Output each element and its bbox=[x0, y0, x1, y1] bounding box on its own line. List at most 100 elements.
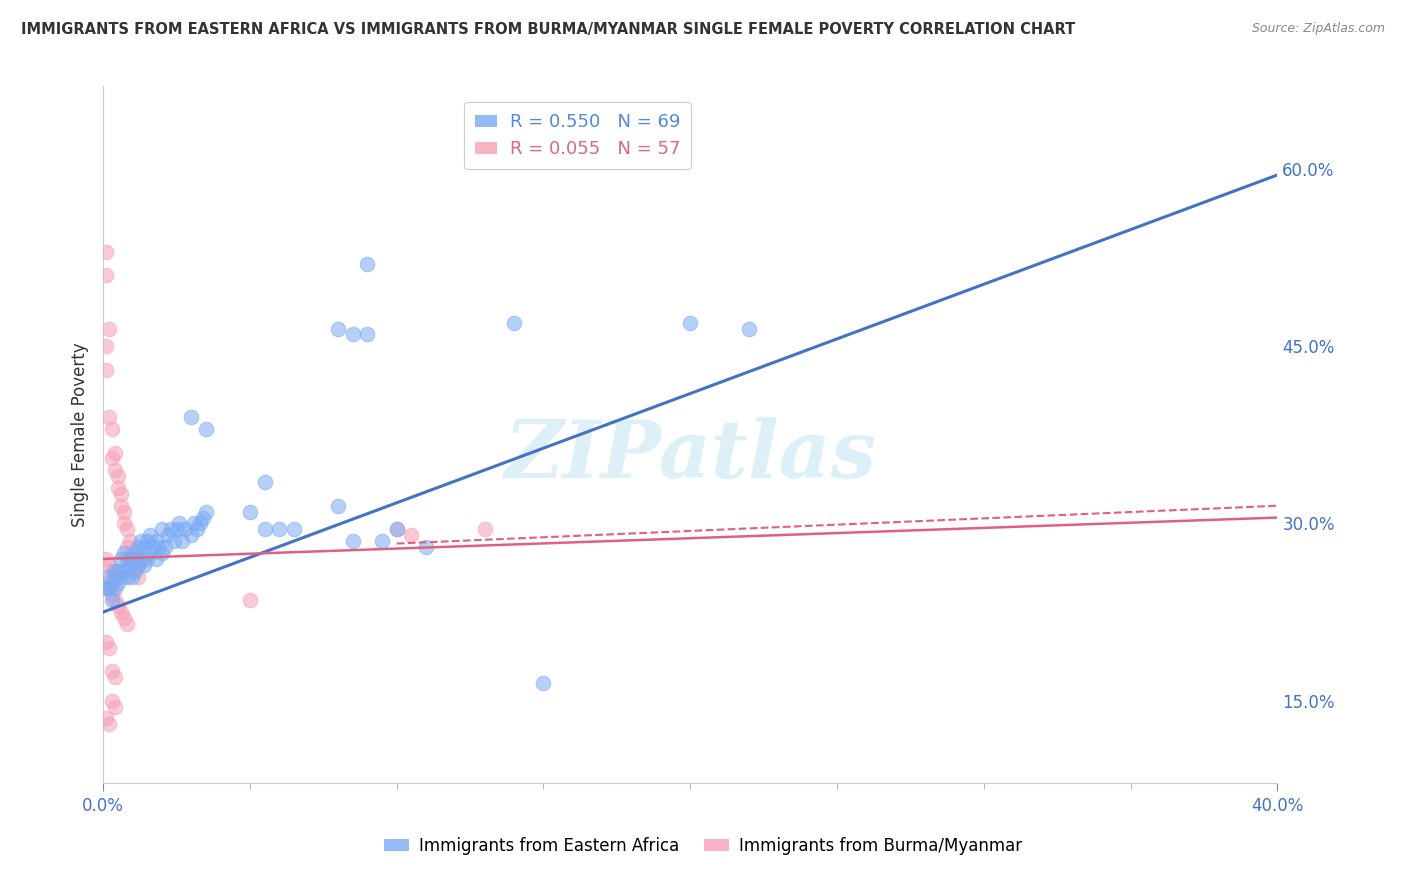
Point bbox=[474, 522, 496, 536]
Point bbox=[188, 516, 211, 531]
Point bbox=[139, 546, 162, 560]
Point bbox=[112, 516, 135, 531]
Point bbox=[94, 575, 117, 590]
Point bbox=[174, 522, 197, 536]
Point bbox=[186, 522, 208, 536]
Point bbox=[115, 522, 138, 536]
Point bbox=[115, 569, 138, 583]
Text: Source: ZipAtlas.com: Source: ZipAtlas.com bbox=[1251, 22, 1385, 36]
Point bbox=[134, 540, 156, 554]
Point bbox=[104, 593, 127, 607]
Point bbox=[94, 268, 117, 283]
Point bbox=[101, 451, 124, 466]
Point bbox=[98, 582, 121, 596]
Point bbox=[129, 552, 152, 566]
Point bbox=[110, 569, 132, 583]
Point bbox=[121, 569, 143, 583]
Point bbox=[679, 316, 702, 330]
Point bbox=[342, 534, 364, 549]
Point bbox=[112, 505, 135, 519]
Point bbox=[127, 558, 149, 572]
Point bbox=[194, 422, 217, 436]
Point bbox=[94, 552, 117, 566]
Point bbox=[150, 546, 173, 560]
Text: ZIPatlas: ZIPatlas bbox=[505, 417, 876, 494]
Point bbox=[104, 582, 127, 596]
Point bbox=[239, 593, 262, 607]
Point bbox=[162, 534, 184, 549]
Point bbox=[98, 640, 121, 655]
Point bbox=[98, 569, 121, 583]
Point bbox=[503, 316, 526, 330]
Point bbox=[118, 534, 141, 549]
Point bbox=[385, 522, 408, 536]
Point bbox=[191, 510, 214, 524]
Point bbox=[107, 481, 129, 495]
Point bbox=[98, 717, 121, 731]
Point bbox=[159, 522, 181, 536]
Point bbox=[136, 534, 159, 549]
Point bbox=[112, 564, 135, 578]
Point bbox=[145, 552, 167, 566]
Point bbox=[110, 499, 132, 513]
Point bbox=[112, 611, 135, 625]
Point bbox=[101, 664, 124, 678]
Point bbox=[172, 534, 194, 549]
Point bbox=[107, 575, 129, 590]
Point bbox=[101, 564, 124, 578]
Point bbox=[169, 516, 191, 531]
Point bbox=[269, 522, 291, 536]
Point bbox=[136, 552, 159, 566]
Point bbox=[124, 552, 146, 566]
Point bbox=[98, 558, 121, 572]
Point bbox=[94, 711, 117, 725]
Point bbox=[98, 582, 121, 596]
Point bbox=[94, 244, 117, 259]
Point bbox=[110, 552, 132, 566]
Point bbox=[104, 564, 127, 578]
Point bbox=[110, 487, 132, 501]
Point bbox=[385, 522, 408, 536]
Point bbox=[124, 564, 146, 578]
Point bbox=[156, 528, 179, 542]
Point bbox=[342, 327, 364, 342]
Point bbox=[107, 599, 129, 614]
Point bbox=[121, 558, 143, 572]
Point bbox=[107, 564, 129, 578]
Point bbox=[124, 564, 146, 578]
Point bbox=[101, 575, 124, 590]
Point bbox=[239, 505, 262, 519]
Point bbox=[104, 445, 127, 459]
Point bbox=[371, 534, 394, 549]
Point bbox=[183, 516, 205, 531]
Point bbox=[127, 558, 149, 572]
Point bbox=[115, 540, 138, 554]
Point bbox=[94, 582, 117, 596]
Point bbox=[283, 522, 305, 536]
Point bbox=[127, 540, 149, 554]
Text: IMMIGRANTS FROM EASTERN AFRICA VS IMMIGRANTS FROM BURMA/MYANMAR SINGLE FEMALE PO: IMMIGRANTS FROM EASTERN AFRICA VS IMMIGR… bbox=[21, 22, 1076, 37]
Point bbox=[101, 422, 124, 436]
Point bbox=[94, 363, 117, 377]
Point bbox=[124, 546, 146, 560]
Point bbox=[98, 410, 121, 425]
Point bbox=[180, 528, 202, 542]
Point bbox=[110, 605, 132, 619]
Point bbox=[121, 546, 143, 560]
Point bbox=[98, 321, 121, 335]
Point bbox=[145, 534, 167, 549]
Point bbox=[118, 552, 141, 566]
Point bbox=[401, 528, 423, 542]
Point bbox=[129, 534, 152, 549]
Y-axis label: Single Female Poverty: Single Female Poverty bbox=[72, 343, 89, 527]
Point bbox=[94, 339, 117, 353]
Point bbox=[738, 321, 761, 335]
Point bbox=[107, 469, 129, 483]
Point bbox=[127, 569, 149, 583]
Point bbox=[253, 475, 276, 489]
Point bbox=[326, 499, 349, 513]
Point bbox=[121, 552, 143, 566]
Point bbox=[139, 528, 162, 542]
Point bbox=[356, 256, 378, 270]
Point bbox=[166, 522, 188, 536]
